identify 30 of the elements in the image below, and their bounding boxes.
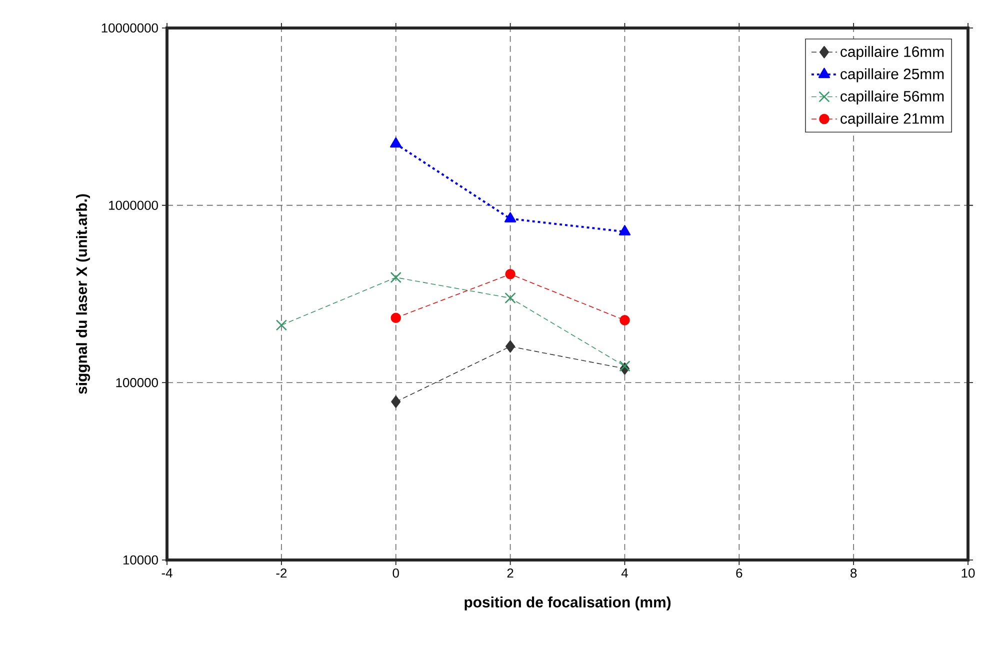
- point: [391, 396, 401, 408]
- x-axis-title: position de focalisation (mm): [464, 596, 671, 610]
- point: [506, 340, 516, 353]
- x-tick-label: -2: [276, 568, 287, 578]
- y-tick-label: 100000: [116, 378, 158, 388]
- point: [390, 137, 402, 148]
- y-tick-label: 1000000: [109, 200, 158, 210]
- legend-label: capillaire 21mm: [840, 112, 944, 127]
- point: [619, 360, 630, 372]
- y-axis-title: siggnal du laser X (unit.arb.): [76, 194, 90, 394]
- point: [276, 320, 288, 331]
- x-tick-label: 10: [962, 568, 975, 578]
- legend-label: capillaire 25mm: [840, 68, 944, 82]
- y-tick-label: 10000: [123, 555, 158, 565]
- x-tick-label: 2: [507, 568, 514, 578]
- legend-label: capillaire 56mm: [840, 90, 944, 104]
- point: [505, 269, 516, 280]
- x-tick-label: 0: [392, 568, 399, 578]
- y-tick-label: 10000000: [102, 23, 158, 33]
- legend-label: capillaire 16mm: [840, 46, 944, 60]
- x-tick-label: 6: [736, 568, 742, 578]
- x-tick-label: -4: [162, 568, 172, 578]
- point: [504, 212, 516, 222]
- point: [618, 225, 631, 236]
- point: [504, 292, 516, 304]
- x-tick-label: 4: [621, 568, 628, 578]
- x-tick-label: 8: [850, 568, 857, 578]
- point: [620, 315, 630, 326]
- point: [390, 312, 401, 323]
- point: [390, 272, 402, 284]
